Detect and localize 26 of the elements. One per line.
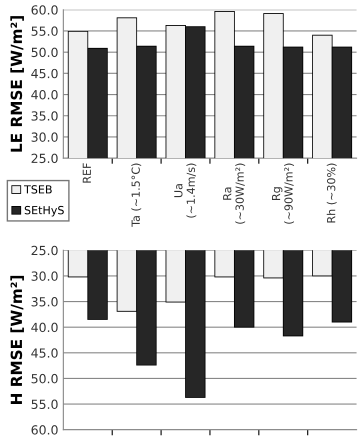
y-tick-label: 45.0: [31, 348, 58, 358]
y-tick-label: 50.0: [32, 48, 58, 58]
y-axis-title: H RMSE [W/m²]: [10, 276, 24, 404]
y-tick-label: 30.0: [32, 271, 58, 281]
y-tick-label: 40.0: [31, 90, 58, 100]
legend-label: SEtHyS: [24, 206, 64, 216]
y-tick-label: 60.0: [32, 425, 58, 435]
y-tick-label: 25.0: [32, 154, 58, 164]
x-tick-label: Ta (~1.5°C): [131, 164, 142, 227]
x-tick-label: Rh (~30%): [326, 164, 337, 222]
y-tick-label: 45.0: [31, 68, 58, 78]
y-tick-label: 35.0: [32, 111, 58, 121]
x-tick-label: Ua (~1.4m/s): [174, 164, 196, 218]
y-tick-label: 25.0: [32, 246, 58, 256]
y-tick-label: 55.0: [32, 26, 58, 36]
y-tick-label: 55.0: [32, 400, 58, 410]
y-tick-label: 40.0: [31, 322, 58, 332]
x-tick-label: REF: [82, 163, 91, 183]
x-tick-label: Ra (~30W/m²): [223, 164, 246, 224]
legend-label: TSEB: [24, 185, 52, 194]
y-tick-label: 35.0: [32, 297, 58, 306]
y-tick-label: 60.0: [32, 5, 58, 15]
y-axis-title: LE RMSE [W/m²]: [10, 16, 24, 152]
y-tick-label: 30.0: [32, 132, 58, 142]
y-tick-label: 50.0: [32, 374, 58, 384]
x-tick-label: Rg (~90W/m²): [272, 164, 294, 224]
